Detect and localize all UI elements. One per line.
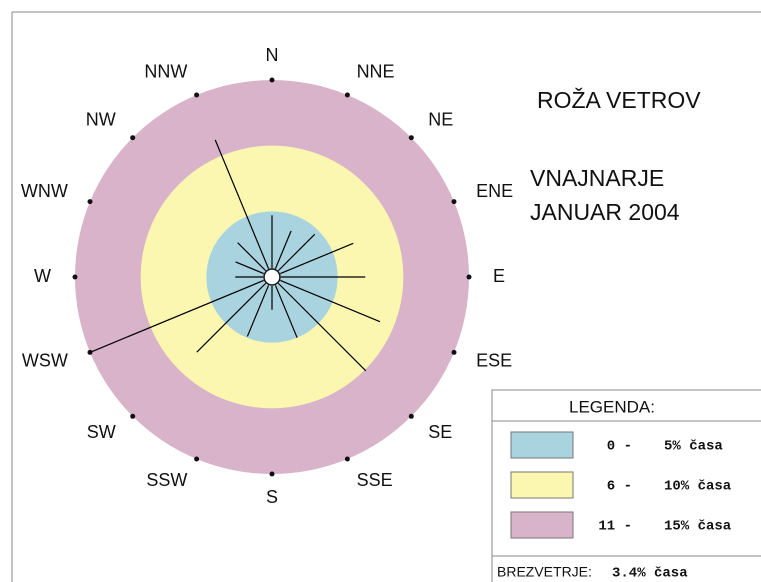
calm-value: 3.4% časa	[612, 566, 688, 582]
direction-label: SE	[428, 422, 452, 442]
wind-ray	[90, 279, 264, 353]
wind-ray	[196, 282, 267, 353]
legend-to: 10% časa	[664, 479, 732, 495]
legend-title: LEGENDA:	[569, 397, 655, 416]
legend-from: 6 -	[607, 479, 632, 495]
wind-ray	[280, 279, 381, 323]
legend-from: 0 -	[607, 439, 632, 455]
subtitle: VNAJNARJE	[530, 165, 664, 191]
legend-to: 15% časa	[664, 519, 732, 535]
direction-dot	[194, 456, 200, 462]
calm-circle	[263, 268, 281, 286]
subtitle: JANUAR 2004	[530, 199, 680, 225]
wind-ray	[214, 139, 270, 269]
direction-label: E	[493, 266, 505, 286]
wind-ray	[277, 282, 367, 372]
direction-dot	[344, 456, 350, 462]
direction-label: NW	[86, 109, 116, 129]
legend-swatch	[510, 431, 574, 459]
direction-dot	[194, 92, 200, 98]
direction-dot	[408, 413, 414, 419]
direction-label: NNE	[357, 62, 395, 82]
direction-label: ENE	[476, 181, 513, 201]
direction-label: SSW	[146, 470, 187, 490]
direction-label: NE	[428, 109, 453, 129]
wind-ray	[246, 285, 270, 337]
calm-label: BREZVETRJE:	[497, 564, 592, 580]
direction-label: WNW	[21, 181, 68, 201]
direction-label: N	[266, 45, 279, 65]
wind-ray	[277, 233, 316, 272]
direction-label: WSW	[22, 350, 68, 370]
direction-dot	[269, 77, 275, 83]
chart-title: ROŽA VETROV	[537, 87, 701, 113]
direction-dot	[130, 413, 136, 419]
direction-label: SW	[87, 422, 116, 442]
direction-dot	[269, 471, 275, 477]
legend-from: 11 -	[598, 519, 632, 535]
direction-dot	[466, 274, 472, 280]
wind-ray	[237, 242, 267, 272]
direction-label: ESE	[476, 350, 512, 370]
direction-dot	[344, 92, 350, 98]
legend-swatch	[510, 471, 574, 499]
direction-label: S	[266, 487, 278, 507]
direction-dot	[130, 135, 136, 141]
wind-ray	[235, 261, 264, 275]
wind-ray	[274, 230, 292, 269]
legend-swatch	[510, 511, 574, 539]
direction-dot	[87, 349, 93, 355]
direction-label: NNW	[144, 62, 187, 82]
wind-ray	[280, 242, 354, 275]
wind-ray	[274, 285, 298, 338]
legend-to: 5% časa	[664, 439, 723, 455]
direction-dot	[451, 349, 457, 355]
direction-label: SSE	[357, 470, 393, 490]
direction-label: W	[34, 266, 51, 286]
direction-dot	[451, 199, 457, 205]
direction-dot	[87, 199, 93, 205]
direction-dot	[408, 135, 414, 141]
direction-dot	[72, 274, 78, 280]
